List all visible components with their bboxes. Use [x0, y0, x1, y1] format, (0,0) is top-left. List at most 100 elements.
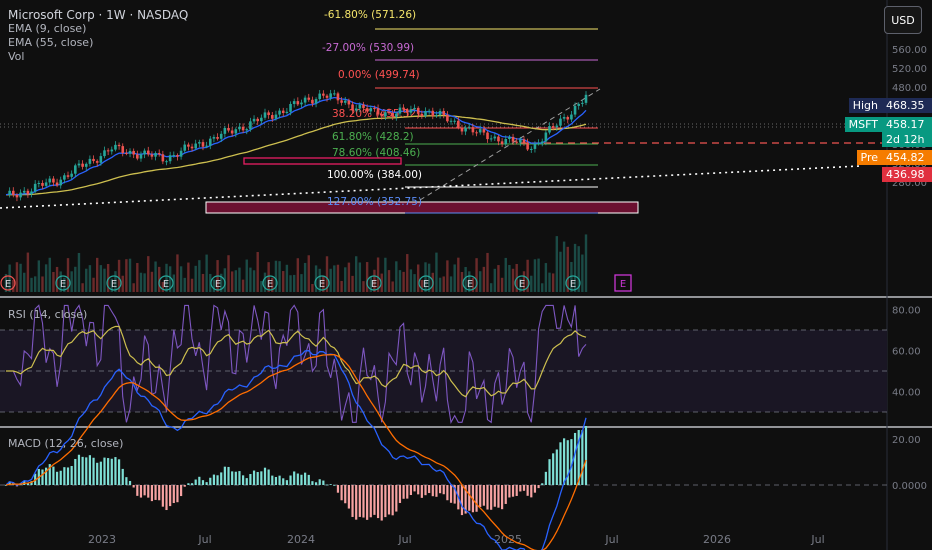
- currency-button[interactable]: USD: [884, 6, 922, 34]
- volume-bar: [110, 278, 113, 292]
- fib-level-label: 127.00% (352.75): [327, 196, 422, 208]
- macd-histogram-bar: [41, 469, 44, 485]
- candle-body: [106, 150, 110, 152]
- volume-bar: [325, 256, 329, 292]
- candle-body: [194, 143, 197, 149]
- volume-bar: [307, 255, 310, 292]
- macd-histogram-bar: [369, 485, 372, 518]
- fib-level-label: 0.00% (499.74): [338, 69, 420, 81]
- candle-body: [354, 108, 358, 111]
- volume-bar: [562, 241, 566, 292]
- candle-body: [365, 108, 369, 112]
- svg-text:E: E: [423, 279, 429, 290]
- macd-histogram-bar: [274, 477, 278, 485]
- volume-bar: [344, 267, 347, 292]
- svg-text:E: E: [215, 279, 221, 290]
- candle-body: [431, 110, 435, 117]
- volume-bar: [220, 273, 223, 292]
- candle-body: [548, 126, 551, 133]
- volume-bar: [347, 262, 351, 292]
- macd-histogram-bar: [431, 485, 434, 497]
- candle-body: [489, 138, 493, 140]
- macd-histogram-bar: [289, 475, 292, 485]
- macd-histogram-bar: [544, 471, 547, 485]
- earnings-marker: E: [210, 275, 226, 291]
- volume-bar: [4, 274, 8, 292]
- macd-histogram-bar: [420, 485, 423, 498]
- candle-body: [44, 182, 48, 186]
- y-tick-label: 560.00: [892, 45, 927, 56]
- candle-body: [373, 108, 376, 110]
- macd-histogram-bar: [293, 471, 296, 485]
- candle-body: [59, 179, 63, 186]
- volume-bar: [132, 283, 135, 292]
- candle-body: [343, 100, 347, 103]
- volume-bar: [541, 283, 544, 292]
- candle-body: [515, 141, 518, 143]
- volume-bar: [384, 257, 387, 292]
- volume-bar: [278, 261, 281, 292]
- volume-bar: [391, 281, 394, 292]
- volume-bar: [190, 278, 194, 292]
- macd-histogram-bar: [336, 485, 340, 493]
- macd-histogram-bar: [409, 485, 413, 496]
- volume-bar: [376, 257, 380, 292]
- candle-body: [8, 190, 11, 195]
- macd-histogram-bar: [8, 481, 11, 485]
- candle-body: [66, 175, 70, 177]
- volume-bar: [497, 265, 500, 292]
- candle-body: [212, 137, 216, 139]
- macd-histogram-bar: [139, 485, 143, 498]
- candle-body: [223, 127, 227, 134]
- candle-body: [179, 150, 183, 157]
- macd-histogram-bar: [103, 457, 106, 485]
- rsi-ma-line: [6, 325, 587, 398]
- candle-body: [387, 112, 391, 114]
- earnings-marker: E: [55, 275, 71, 291]
- candle-body: [208, 138, 212, 146]
- macd-histogram-bar: [132, 485, 135, 488]
- candle-body: [486, 132, 489, 140]
- macd-histogram-bar: [4, 485, 8, 486]
- volume-bar: [289, 275, 292, 292]
- svg-text:E: E: [570, 279, 576, 290]
- volume-bar: [238, 267, 241, 292]
- candle-body: [384, 112, 387, 117]
- volume-bar: [179, 266, 183, 292]
- macd-histogram-bar: [479, 485, 482, 507]
- volume-bar: [81, 283, 84, 292]
- candle-body: [533, 143, 537, 149]
- macd-histogram-bar: [311, 481, 314, 485]
- volume-bar: [424, 262, 427, 292]
- macd-histogram-bar: [114, 457, 117, 485]
- macd-histogram-bar: [96, 462, 99, 485]
- volume-bar: [519, 278, 522, 292]
- macd-histogram-bar: [260, 471, 263, 485]
- volume-bar: [559, 251, 562, 292]
- ema-slow-label: EMA (55, close): [8, 36, 94, 49]
- support-price-tag: 436.98: [882, 167, 932, 182]
- macd-histogram-bar: [198, 476, 201, 485]
- candle-body: [161, 154, 165, 162]
- volume-bar: [573, 243, 577, 292]
- macd-histogram-bar: [107, 458, 110, 485]
- candle-body: [402, 107, 405, 110]
- ema-9-line: [5, 96, 587, 196]
- earnings-marker: E: [106, 275, 122, 291]
- candle-body: [121, 146, 125, 153]
- bar-countdown: 2d 12h: [882, 132, 932, 147]
- volume-bar: [318, 268, 321, 292]
- candle-body: [471, 127, 475, 133]
- macd-histogram-bar: [548, 459, 551, 485]
- svg-text:E: E: [319, 279, 325, 290]
- x-tick-label: 2026: [703, 533, 731, 546]
- macd-histogram-bar: [387, 485, 391, 515]
- rsi-legend: RSI (14, close): [8, 308, 88, 321]
- macd-histogram-bar: [85, 457, 88, 485]
- macd-histogram-bar: [424, 485, 427, 496]
- earnings-marker: E: [418, 275, 434, 291]
- macd-histogram-bar: [351, 485, 354, 517]
- candle-body: [322, 93, 325, 96]
- volume-bar: [143, 273, 146, 292]
